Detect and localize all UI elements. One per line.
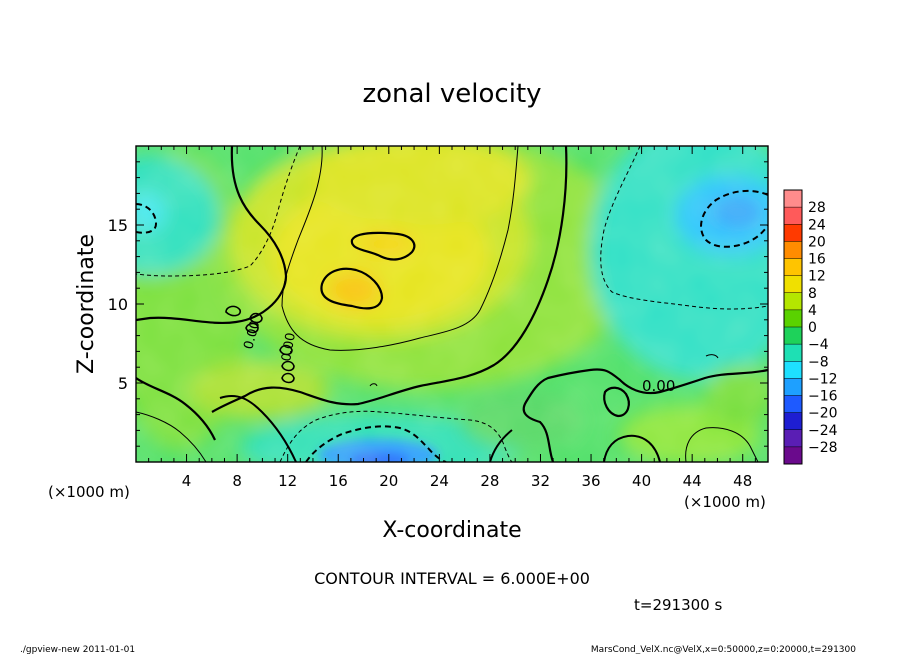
contour-minus12-right: [700, 189, 768, 248]
contour-minus6-bottom: [279, 410, 513, 462]
y-axis: 5 10 15: [108, 161, 768, 447]
footer-left: ./gpview-new 2011-01-01: [20, 645, 135, 654]
colorbar-swatch: [784, 190, 802, 208]
colorbar-label: 0: [808, 320, 817, 336]
colorbar-swatch: [784, 327, 802, 345]
colorbar-label: 24: [808, 217, 826, 233]
colorbar-swatch: [784, 292, 802, 311]
x-tick-label: 36: [581, 472, 600, 490]
contour-6-small-right: [705, 354, 719, 359]
contour-small-loop-g: [369, 383, 378, 387]
colorbar-label: 16: [808, 252, 826, 268]
x-tick-label: 20: [379, 472, 398, 490]
colorbar-swatch: [784, 361, 802, 379]
colorbar-swatch: [784, 224, 802, 242]
chart-title: zonal velocity: [362, 79, 541, 109]
colorbar-label: −16: [808, 389, 838, 405]
colorbar-label: 8: [808, 286, 817, 302]
colorbar-label: −28: [808, 440, 838, 456]
contour-zero-right-main: [211, 146, 568, 413]
contour-small-loop-c: [245, 322, 259, 334]
colorbar-label: −12: [808, 371, 838, 387]
contour-small-loop-b: [249, 312, 263, 324]
colorbar-label: −4: [808, 337, 829, 353]
colorbar-label: 20: [808, 234, 826, 250]
x-tick-label: 24: [430, 472, 449, 490]
time-stamp: t=291300 s: [634, 596, 722, 614]
contour-6-bottom-left: [136, 411, 207, 462]
plot-area: 0.00 0.00 0.00: [136, 146, 768, 462]
x-tick-label: 44: [683, 472, 702, 490]
x-tick-label: 40: [632, 472, 651, 490]
colorbar-label: −20: [808, 406, 838, 422]
x-tick-label: 48: [733, 472, 752, 490]
contour-small-loop-e: [281, 360, 295, 372]
contour-6-center: [281, 146, 519, 351]
colorbar-swatch: [784, 446, 802, 465]
colorbar-swatch: [784, 275, 802, 294]
x-unit-left: (×1000 m): [48, 483, 130, 501]
colorbar-swatch: [784, 344, 802, 362]
colorbar-label: −8: [808, 354, 829, 370]
y-axis-label: Z-coordinate: [74, 234, 99, 374]
contour-12-upper: [350, 231, 416, 261]
colorbar-swatch: [784, 395, 802, 414]
footer-right: MarsCond_VelX.nc@VelX,x=0:50000,z=0:2000…: [591, 645, 856, 654]
contour-zero-mid-bottom: [489, 429, 513, 462]
contour-zero-blob-right: [603, 386, 630, 418]
contour-label-zero-rotated-a: 0.00: [241, 319, 263, 351]
x-tick-label: 8: [232, 472, 242, 490]
contour-minus12-left: [136, 203, 158, 234]
x-tick-label: 4: [182, 472, 192, 490]
colorbar-label: −24: [808, 423, 838, 439]
contour-small-loop-f: [281, 372, 295, 384]
y-tick-label: 15: [108, 216, 128, 235]
contour-zero-left-low: [136, 377, 216, 441]
contour-zero-bottom-right: [603, 434, 661, 462]
colorbar-swatch: [784, 207, 802, 225]
x-tick-label: 32: [531, 472, 550, 490]
contour-label-zero: 0.00: [642, 377, 675, 395]
x-axis-label: X-coordinate: [382, 518, 521, 543]
contour-small-loop-a: [225, 305, 242, 317]
contour-6-bottom-right: [685, 427, 759, 462]
x-tick-label: 16: [329, 472, 348, 490]
x-tick-label: 12: [278, 472, 297, 490]
x-unit-right: (×1000 m): [684, 493, 766, 511]
contour-label-zero-rotated-b: 0.00: [279, 332, 299, 363]
colorbar-swatch: [784, 258, 802, 277]
contour-12-lower: [320, 267, 384, 310]
colorbar-swatch: [784, 429, 802, 448]
colorbar-label: 28: [808, 200, 826, 216]
x-tick-label: 28: [480, 472, 499, 490]
colorbar-swatch: [784, 309, 802, 328]
contour-minus12-bottom: [305, 425, 447, 462]
contour-minus6-left: [136, 146, 301, 277]
colorbar-swatch: [784, 241, 802, 259]
contour-zero-left-mid: [219, 394, 297, 462]
colorbar-swatch: [784, 412, 802, 431]
colorbar-label: 12: [808, 269, 826, 285]
colorbar-swatch: [784, 378, 802, 396]
y-tick-label: 5: [118, 374, 128, 393]
contour-lines: [136, 146, 768, 462]
contour-zero-right-low: [522, 368, 768, 462]
y-tick-label: 10: [108, 295, 128, 314]
colorbar-label: 4: [808, 303, 817, 319]
contour-interval: CONTOUR INTERVAL = 6.000E+00: [314, 569, 590, 588]
x-axis: 4 8 12 16 20 24 28 32 36 40 44 48: [148, 146, 756, 490]
contour-minus6-right: [600, 146, 768, 310]
contour-small-loop-d: [279, 344, 293, 356]
